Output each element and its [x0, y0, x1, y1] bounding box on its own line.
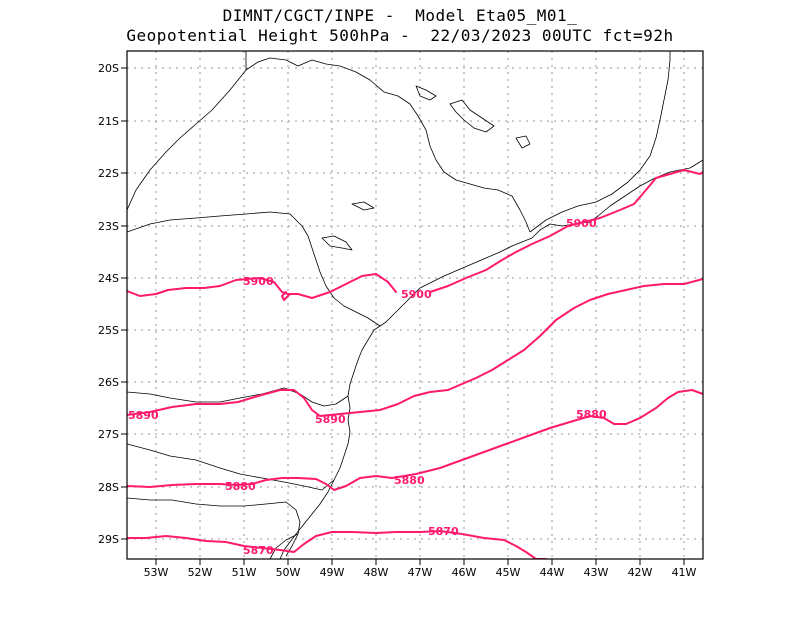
contour-5890 [127, 278, 703, 417]
contour-5880 [127, 389, 703, 491]
state-boundary-sc-rs [127, 443, 335, 491]
reservoir-4 [351, 201, 375, 211]
lagoon-shore [269, 533, 299, 559]
lat-label-21s: 21S [98, 115, 119, 128]
coastline [279, 159, 703, 559]
contour-label-5870-b: 5870 [428, 525, 459, 538]
state-boundary-pr-sc [127, 387, 349, 407]
axis-ticks [121, 67, 685, 565]
lon-label-45w: 45W [496, 566, 521, 579]
reservoir-5 [515, 135, 531, 149]
contour-label-5900-a: 5900 [243, 275, 274, 288]
lat-label-23s: 23S [98, 220, 119, 233]
state-boundary-ms-pr [127, 211, 381, 327]
lon-label-48w: 48W [364, 566, 389, 579]
reservoir-3 [321, 235, 353, 251]
chart-title-line-2: Geopotential Height 500hPa - 22/03/2023 … [126, 26, 674, 45]
lat-label-26s: 26S [98, 376, 119, 389]
contour-5870 [127, 530, 547, 559]
border-argentina [127, 497, 301, 557]
contour-label-5880-c: 5880 [576, 408, 607, 421]
contour-label-5900-b: 5900 [401, 288, 432, 301]
lat-label-22s: 22S [98, 167, 119, 180]
lon-label-52w: 52W [188, 566, 213, 579]
lat-label-28s: 28S [98, 481, 119, 494]
state-boundary-mg-rj [529, 51, 671, 233]
contour-5900-east [429, 169, 703, 293]
contour-label-5900-c: 5900 [566, 217, 597, 230]
contour-5900-west [127, 273, 397, 299]
contour-label-5870-a: 5870 [243, 544, 274, 557]
contour-label-5890-a: 5890 [128, 409, 159, 422]
lon-label-43w: 43W [584, 566, 609, 579]
lon-label-41w: 41W [672, 566, 697, 579]
contour-label-5890-b: 5890 [315, 413, 346, 426]
lat-label-24s: 24S [98, 272, 119, 285]
reservoir-2 [415, 85, 437, 101]
lon-label-53w: 53W [144, 566, 169, 579]
plot-frame [126, 50, 704, 560]
lon-label-46w: 46W [452, 566, 477, 579]
lat-label-27s: 27S [98, 428, 119, 441]
contour-label-5880-a: 5880 [225, 480, 256, 493]
state-boundary-ms-sp [127, 69, 247, 211]
lon-label-51w: 51W [232, 566, 257, 579]
lat-label-20s: 20S [98, 62, 119, 75]
chart-title-line-1: DIMNT/CGCT/INPE - Model Eta05_M01_ [222, 6, 578, 25]
lat-label-25s: 25S [98, 324, 119, 337]
state-boundary-mg-sp [245, 51, 531, 233]
reservoir-1 [449, 99, 495, 133]
lon-label-50w: 50W [276, 566, 301, 579]
grid-lines [127, 51, 703, 559]
contour-5900-hook [281, 291, 291, 301]
lon-label-42w: 42W [628, 566, 653, 579]
contour-label-5880-b: 5880 [394, 474, 425, 487]
lon-label-44w: 44W [540, 566, 565, 579]
lon-label-49w: 49W [320, 566, 345, 579]
lon-label-47w: 47W [408, 566, 433, 579]
lat-label-29s: 29S [98, 533, 119, 546]
